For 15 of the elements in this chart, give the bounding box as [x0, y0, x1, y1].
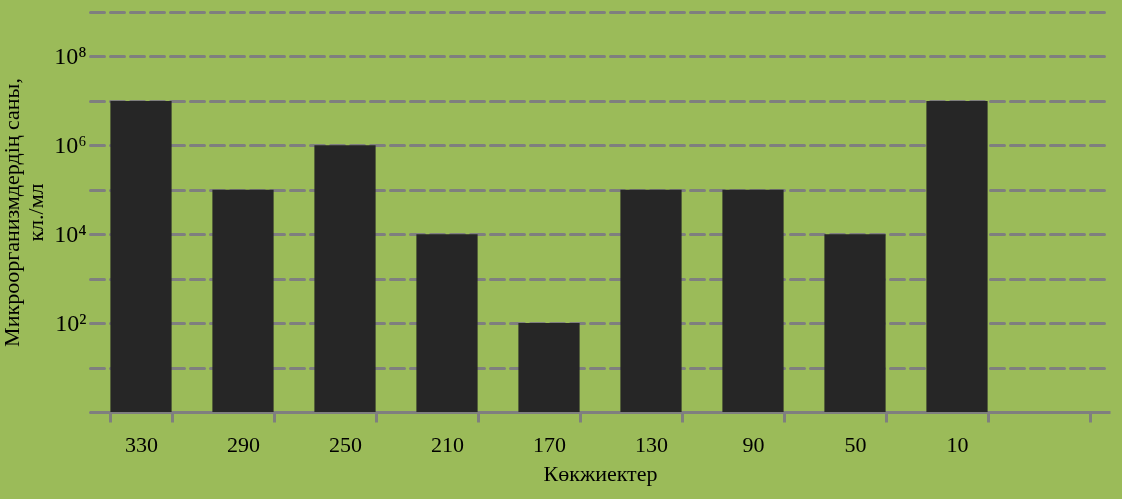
- x-tick-label: 130: [635, 431, 668, 457]
- y-tick-label: 10⁶: [54, 131, 87, 158]
- x-tick-label: 10: [946, 431, 969, 457]
- x-tick-label: 210: [431, 431, 464, 457]
- y-tick-label: 10²: [55, 309, 87, 336]
- x-tick-label: 170: [533, 431, 566, 457]
- x-tick-label: 50: [844, 431, 867, 457]
- x-axis-title: Көкжиектер: [543, 460, 658, 486]
- y-tick-label: 10⁴: [54, 220, 87, 247]
- x-tick-label: 250: [329, 431, 362, 457]
- x-tick-label: 290: [227, 431, 260, 457]
- y-axis-title: Микроорганизмдердің саны, кл./мл: [0, 78, 49, 347]
- x-tick-label: 330: [125, 431, 158, 457]
- x-tick-label: 90: [742, 431, 765, 457]
- y-tick-label: 10⁸: [54, 42, 87, 69]
